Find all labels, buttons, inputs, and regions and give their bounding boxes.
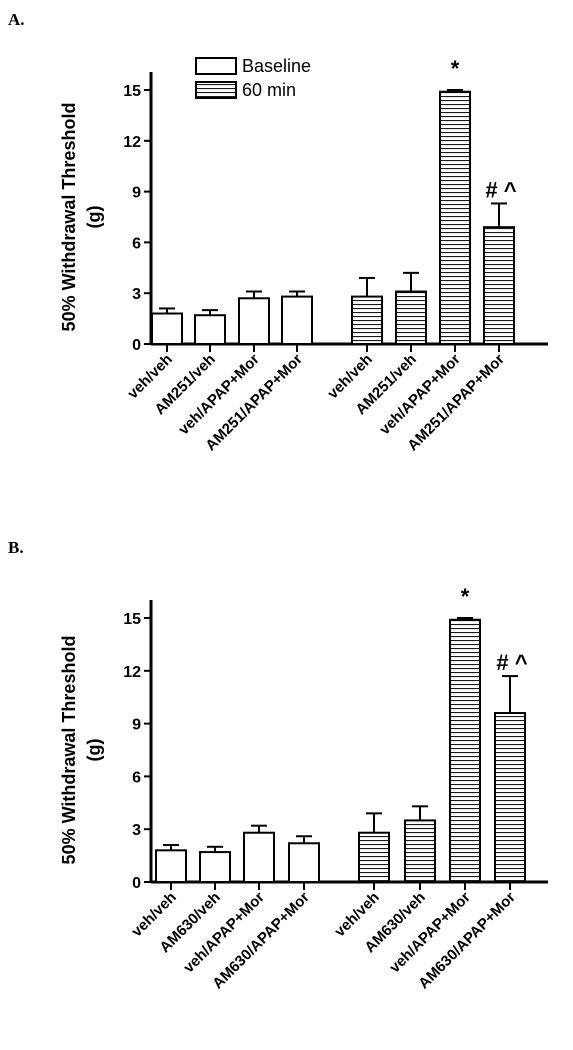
y-tick-label: 12 [123, 664, 141, 681]
bar [151, 312, 183, 345]
y-tick-label: 12 [123, 134, 141, 151]
y-axis-title: 50% Withdrawal Threshold [59, 103, 79, 332]
bar [155, 849, 187, 884]
y-tick-label: 9 [132, 185, 141, 202]
y-tick-label: 6 [132, 235, 141, 252]
bar [194, 314, 226, 346]
bar [288, 842, 320, 884]
significance-marker: * [461, 584, 470, 609]
bar [238, 297, 270, 345]
panel-a-chart: A.50% Withdrawal Threshold (g)03691215veh… [8, 10, 548, 454]
legend-swatch [195, 57, 237, 75]
x-tick-label: veh/APAP+Mor [386, 889, 474, 977]
bar [449, 618, 481, 883]
y-axis-title-unit: (g) [84, 739, 104, 762]
y-tick-label: 6 [132, 769, 141, 786]
y-tick-label: 0 [132, 875, 141, 892]
bar [404, 819, 436, 884]
bar [199, 851, 231, 884]
bar [358, 831, 390, 883]
legend-label: 60 min [242, 80, 296, 100]
legend-swatch [195, 81, 237, 99]
y-tick-label: 0 [132, 337, 141, 354]
significance-marker: # ^ [485, 177, 516, 202]
panel-label: B. [8, 538, 24, 557]
y-tick-label: 9 [132, 717, 141, 734]
x-tick-label: veh/APAP+Mor [180, 889, 268, 977]
y-tick-label: 15 [123, 83, 141, 100]
y-tick-label: 15 [123, 611, 141, 628]
significance-marker: * [451, 56, 460, 81]
bar [243, 831, 275, 883]
significance-marker: # ^ [496, 650, 527, 675]
bar [439, 90, 471, 346]
panel-label: A. [8, 10, 25, 29]
bar [351, 295, 383, 346]
bar [395, 290, 427, 345]
legend-label: Baseline [242, 56, 311, 76]
panel-b-chart: B. 50% Withdrawal Threshold (g) 0 3 6 9 12 15 veh… [8, 538, 548, 992]
y-axis-title-unit: (g) [84, 206, 104, 229]
y-tick-label: 3 [132, 822, 141, 839]
bar [494, 712, 526, 883]
bar [281, 295, 313, 346]
y-axis-title: 50% Withdrawal Threshold [59, 636, 79, 865]
y-tick-label: 3 [132, 286, 141, 303]
bar [483, 226, 515, 345]
